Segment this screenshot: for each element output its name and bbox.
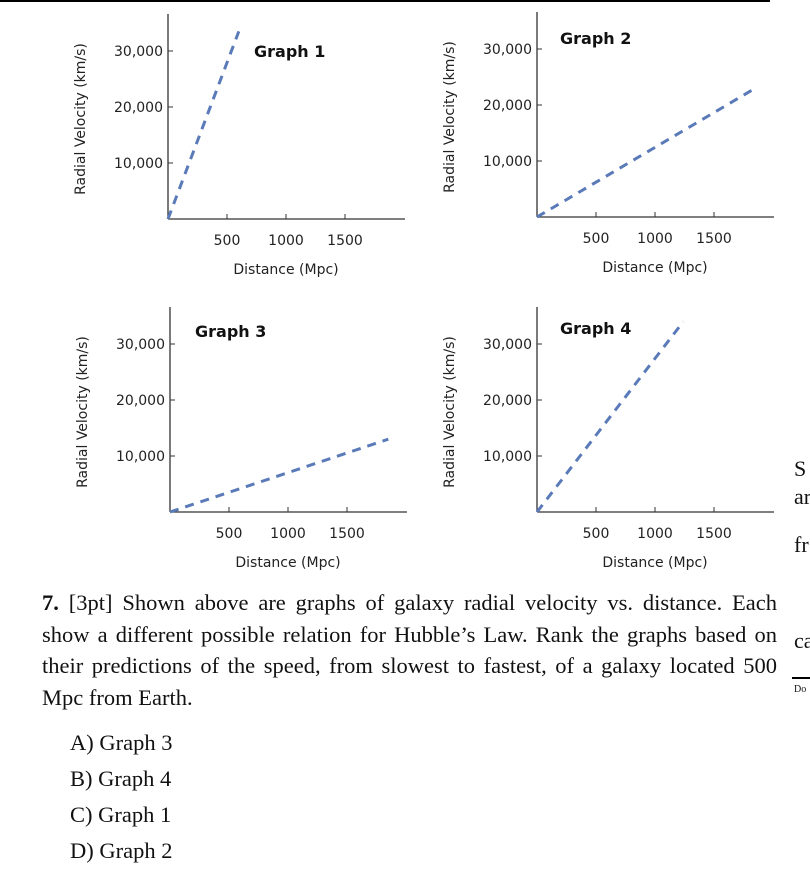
x-axis-label: Distance (Mpc) — [235, 555, 340, 571]
y-tick-label: 30,000 — [116, 337, 165, 353]
x-tick-label: 1000 — [268, 233, 304, 249]
cut-text: Do — [794, 684, 807, 695]
cut-text: ar — [794, 484, 810, 509]
x-axis-label: Distance (Mpc) — [602, 260, 707, 276]
question-number: 7. — [42, 590, 59, 615]
data-line — [536, 86, 757, 219]
x-tick-label: 1500 — [696, 526, 732, 542]
cut-text: fr — [794, 532, 809, 557]
y-tick-label: 20,000 — [114, 100, 163, 116]
chart-title: Graph 2 — [560, 29, 631, 48]
y-tick-label: 30,000 — [483, 337, 532, 353]
y-axis-label: Radial Velocity (km/s) — [442, 41, 458, 193]
option-a[interactable]: A) Graph 3 — [70, 730, 173, 755]
x-tick-label: 1000 — [637, 231, 673, 247]
chart-title: Graph 1 — [254, 42, 325, 61]
x-axis-label: Distance (Mpc) — [602, 555, 707, 571]
y-tick-label: 20,000 — [483, 98, 532, 114]
graphs-figure: 500 1000 1500 10,000 20,000 30,000 Distance (M… — [73, 12, 774, 571]
y-tick-label: 10,000 — [114, 156, 163, 172]
x-tick-label: 1000 — [270, 526, 306, 542]
data-line — [169, 437, 389, 514]
x-tick-label: 500 — [583, 231, 610, 247]
cut-text: ca — [794, 628, 810, 653]
x-tick-label: 500 — [216, 526, 243, 542]
option-b[interactable]: B) Graph 4 — [70, 766, 172, 791]
data-line — [166, 30, 241, 220]
x-tick-label: 1500 — [329, 526, 365, 542]
y-tick-label: 20,000 — [483, 393, 532, 409]
footnote-rule — [792, 677, 810, 679]
y-axis-label: Radial Velocity (km/s) — [75, 336, 91, 488]
top-rule — [0, 0, 770, 2]
cut-text: S — [794, 456, 807, 481]
question-text: Shown above are graphs of galaxy radial … — [42, 590, 778, 710]
x-tick-label: 1500 — [696, 231, 732, 247]
y-tick-label: 20,000 — [116, 393, 165, 409]
y-axis-label: Radial Velocity (km/s) — [73, 43, 89, 195]
y-tick-label: 30,000 — [483, 42, 532, 58]
question-7: 7. [3pt] Shown above are graphs of galax… — [42, 587, 777, 713]
option-d[interactable]: D) Graph 2 — [70, 838, 173, 863]
chart-title: Graph 4 — [560, 319, 631, 338]
y-tick-label: 10,000 — [116, 449, 165, 465]
chart-title: Graph 3 — [195, 322, 266, 341]
x-axis-label: Distance (Mpc) — [233, 262, 338, 278]
question-points: [3pt] — [68, 590, 113, 615]
x-tick-label: 1500 — [327, 233, 363, 249]
y-tick-label: 30,000 — [114, 44, 163, 60]
y-tick-label: 10,000 — [483, 449, 532, 465]
y-tick-label: 10,000 — [483, 154, 532, 170]
y-axis-label: Radial Velocity (km/s) — [442, 336, 458, 488]
x-tick-label: 1000 — [637, 526, 673, 542]
x-tick-label: 500 — [583, 526, 610, 542]
option-c[interactable]: C) Graph 1 — [70, 802, 172, 827]
x-tick-label: 500 — [214, 233, 241, 249]
data-line — [535, 320, 685, 513]
